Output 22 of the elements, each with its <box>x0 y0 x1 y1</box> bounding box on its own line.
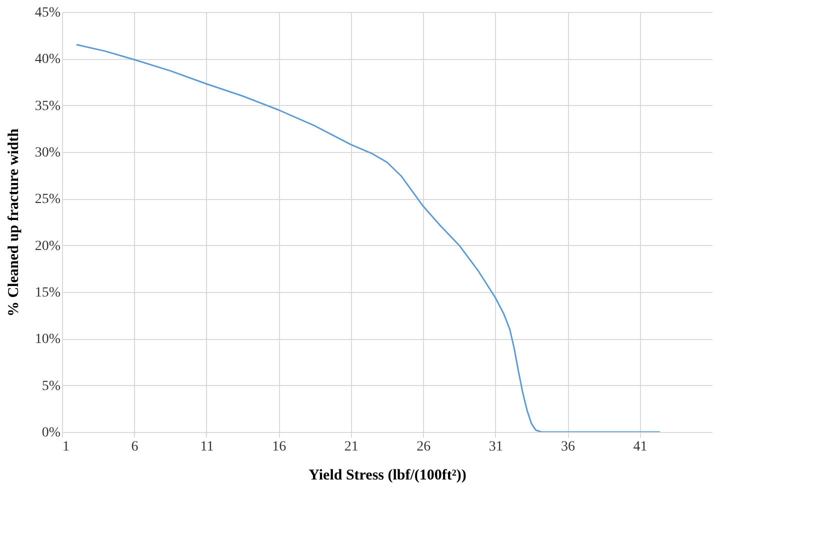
y-tick-label: 10% <box>34 332 61 348</box>
x-tick-label: 21 <box>344 440 358 454</box>
line-series <box>76 44 661 432</box>
x-tick-label: 6 <box>131 440 138 454</box>
x-tick-label: 11 <box>200 440 214 454</box>
x-tick-label: 41 <box>633 440 648 454</box>
y-tick-label: 0% <box>42 426 61 440</box>
y-tick-label: 20% <box>34 238 61 254</box>
y-tick-label: 15% <box>34 286 61 300</box>
x-axis-title: Yield Stress (lbf/(100ft²)) <box>308 468 466 484</box>
y-axis-title: % Cleaned up fracture width <box>6 128 22 317</box>
x-tick-label: 1 <box>62 440 70 454</box>
x-tick-label: 26 <box>416 440 431 454</box>
y-tick-label: 35% <box>34 98 61 114</box>
y-tick-label: 25% <box>34 192 61 208</box>
x-tick-label: 36 <box>561 440 576 454</box>
y-tick-label: 40% <box>34 52 61 68</box>
y-tick-label: 5% <box>42 378 61 394</box>
x-tick-label: 31 <box>488 440 503 454</box>
y-tick-label: 45% <box>34 6 61 20</box>
x-tick-label: 16 <box>272 440 286 454</box>
y-tick-label: 30% <box>34 146 61 160</box>
